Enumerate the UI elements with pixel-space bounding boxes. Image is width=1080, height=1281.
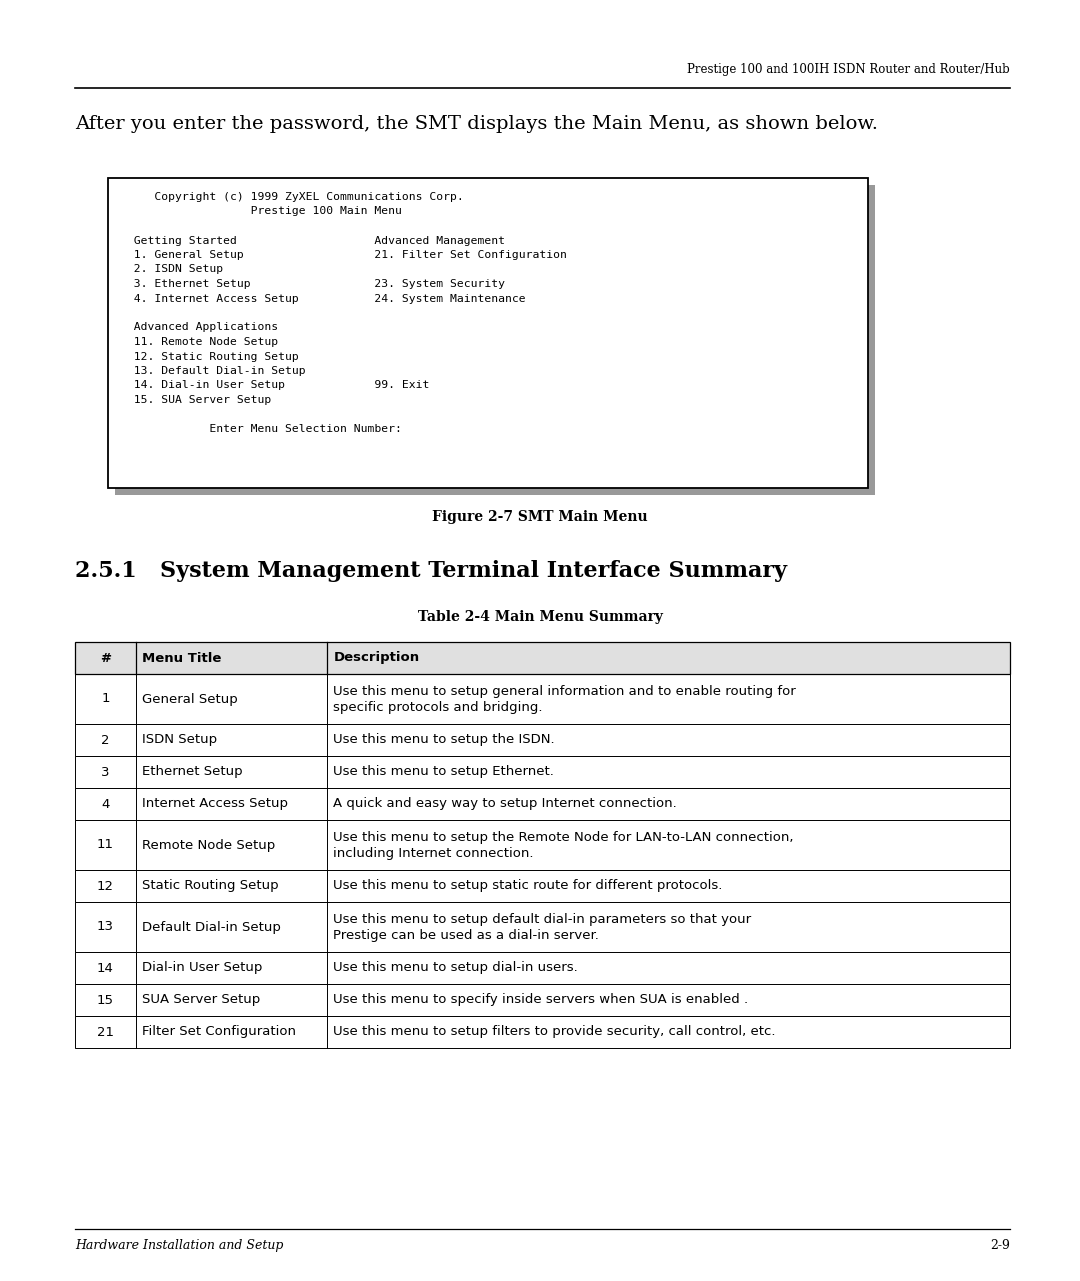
Bar xyxy=(75,674,1010,724)
Text: Use this menu to setup the ISDN.: Use this menu to setup the ISDN. xyxy=(334,734,555,747)
Text: 13: 13 xyxy=(97,921,113,934)
Text: 4. Internet Access Setup           24. System Maintenance: 4. Internet Access Setup 24. System Main… xyxy=(120,293,526,304)
Text: Remote Node Setup: Remote Node Setup xyxy=(141,839,275,852)
Text: 2. ISDN Setup: 2. ISDN Setup xyxy=(120,264,224,274)
Text: Prestige 100 and 100IH ISDN Router and Router/Hub: Prestige 100 and 100IH ISDN Router and R… xyxy=(687,63,1010,76)
Text: Copyright (c) 1999 ZyXEL Communications Corp.: Copyright (c) 1999 ZyXEL Communications … xyxy=(120,192,463,202)
Text: including Internet connection.: including Internet connection. xyxy=(334,847,534,860)
Bar xyxy=(75,756,1010,788)
Text: 15: 15 xyxy=(97,994,113,1007)
Text: Enter Menu Selection Number:: Enter Menu Selection Number: xyxy=(120,424,402,434)
Text: Dial-in User Setup: Dial-in User Setup xyxy=(141,962,262,975)
Text: Figure 2-7 SMT Main Menu: Figure 2-7 SMT Main Menu xyxy=(432,510,648,524)
Text: Description: Description xyxy=(334,652,419,665)
Text: Menu Title: Menu Title xyxy=(141,652,221,665)
Bar xyxy=(75,820,1010,870)
Text: 3. Ethernet Setup                  23. System Security: 3. Ethernet Setup 23. System Security xyxy=(120,279,505,290)
Text: Use this menu to setup general information and to enable routing for: Use this menu to setup general informati… xyxy=(334,684,796,697)
Text: Use this menu to setup dial-in users.: Use this menu to setup dial-in users. xyxy=(334,962,578,975)
Text: Prestige 100 Main Menu: Prestige 100 Main Menu xyxy=(120,206,402,216)
Text: Advanced Applications: Advanced Applications xyxy=(120,323,279,333)
Text: specific protocols and bridging.: specific protocols and bridging. xyxy=(334,701,543,714)
Bar xyxy=(75,642,1010,674)
Text: 14: 14 xyxy=(97,962,113,975)
Text: Use this menu to setup filters to provide security, call control, etc.: Use this menu to setup filters to provid… xyxy=(334,1026,775,1039)
Text: Getting Started                    Advanced Management: Getting Started Advanced Management xyxy=(120,236,505,246)
Text: A quick and easy way to setup Internet connection.: A quick and easy way to setup Internet c… xyxy=(334,798,677,811)
Bar xyxy=(75,724,1010,756)
Text: Hardware Installation and Setup: Hardware Installation and Setup xyxy=(75,1239,283,1252)
Text: SUA Server Setup: SUA Server Setup xyxy=(141,994,260,1007)
Text: After you enter the password, the SMT displays the Main Menu, as shown below.: After you enter the password, the SMT di… xyxy=(75,115,878,133)
Text: 3: 3 xyxy=(102,766,110,779)
Text: 13. Default Dial-in Setup: 13. Default Dial-in Setup xyxy=(120,366,306,377)
Text: Prestige can be used as a dial-in server.: Prestige can be used as a dial-in server… xyxy=(334,929,599,942)
Text: General Setup: General Setup xyxy=(141,693,238,706)
Text: 1. General Setup                   21. Filter Set Configuration: 1. General Setup 21. Filter Set Configur… xyxy=(120,250,567,260)
Text: 15. SUA Server Setup: 15. SUA Server Setup xyxy=(120,395,271,405)
Text: 21: 21 xyxy=(97,1026,113,1039)
Text: 11: 11 xyxy=(97,839,113,852)
Bar xyxy=(75,952,1010,984)
Text: 12. Static Routing Setup: 12. Static Routing Setup xyxy=(120,351,299,361)
Text: Use this menu to setup default dial-in parameters so that your: Use this menu to setup default dial-in p… xyxy=(334,912,752,925)
Text: Internet Access Setup: Internet Access Setup xyxy=(141,798,287,811)
Text: 2-9: 2-9 xyxy=(990,1239,1010,1252)
Text: 2: 2 xyxy=(102,734,110,747)
Text: 11. Remote Node Setup: 11. Remote Node Setup xyxy=(120,337,279,347)
Bar xyxy=(114,184,875,494)
Text: 2.5.1   System Management Terminal Interface Summary: 2.5.1 System Management Terminal Interfa… xyxy=(75,560,787,582)
Bar xyxy=(75,870,1010,902)
Text: Use this menu to setup the Remote Node for LAN-to-LAN connection,: Use this menu to setup the Remote Node f… xyxy=(334,830,794,843)
Text: Static Routing Setup: Static Routing Setup xyxy=(141,880,279,893)
Text: Ethernet Setup: Ethernet Setup xyxy=(141,766,242,779)
Bar xyxy=(75,902,1010,952)
Text: Table 2-4 Main Menu Summary: Table 2-4 Main Menu Summary xyxy=(418,610,662,624)
Text: Use this menu to setup Ethernet.: Use this menu to setup Ethernet. xyxy=(334,766,554,779)
Text: 12: 12 xyxy=(97,880,113,893)
Bar xyxy=(75,984,1010,1016)
Text: 14. Dial-in User Setup             99. Exit: 14. Dial-in User Setup 99. Exit xyxy=(120,380,430,391)
Text: 4: 4 xyxy=(102,798,109,811)
Bar xyxy=(108,178,868,488)
Text: 1: 1 xyxy=(102,693,110,706)
Text: #: # xyxy=(99,652,111,665)
Text: Filter Set Configuration: Filter Set Configuration xyxy=(141,1026,296,1039)
Text: Use this menu to specify inside servers when SUA is enabled .: Use this menu to specify inside servers … xyxy=(334,994,748,1007)
Bar xyxy=(75,788,1010,820)
Text: ISDN Setup: ISDN Setup xyxy=(141,734,217,747)
Bar xyxy=(75,1016,1010,1048)
Text: Default Dial-in Setup: Default Dial-in Setup xyxy=(141,921,281,934)
Text: Use this menu to setup static route for different protocols.: Use this menu to setup static route for … xyxy=(334,880,723,893)
